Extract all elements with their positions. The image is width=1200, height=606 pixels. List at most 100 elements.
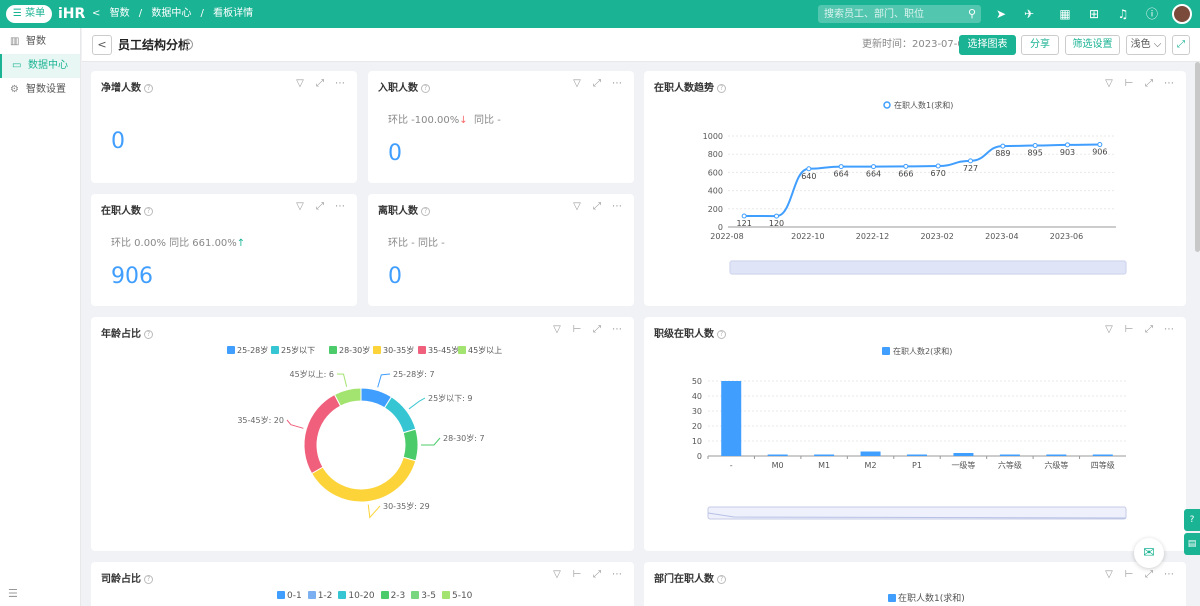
- breadcrumb-zhishu[interactable]: 智数: [109, 8, 130, 19]
- monitor-icon: ▭: [12, 60, 22, 71]
- filter-icon[interactable]: ▽: [296, 78, 304, 89]
- data-point: [1000, 143, 1006, 149]
- legend-swatch: [882, 347, 890, 355]
- help-icon[interactable]: ⓘ: [1145, 7, 1158, 21]
- help-icon[interactable]: ?: [421, 83, 430, 93]
- card-tools: ▽ ⤢ ⋯: [564, 78, 624, 89]
- help-icon[interactable]: ?: [717, 329, 726, 339]
- legend-label: 30-35岁: [383, 345, 414, 355]
- y-tick-label: 200: [708, 205, 723, 214]
- more-icon[interactable]: ⋯: [612, 201, 622, 212]
- expand-icon[interactable]: ⤢: [593, 324, 601, 335]
- help-icon[interactable]: ?: [717, 83, 726, 93]
- help-icon[interactable]: ?: [182, 39, 193, 50]
- help-side-button[interactable]: ?: [1184, 509, 1200, 531]
- expand-icon[interactable]: ⤢: [593, 201, 601, 212]
- cursor-icon[interactable]: ➤: [995, 7, 1007, 21]
- fit-width-icon[interactable]: ⊢: [1124, 324, 1134, 335]
- filter-settings-button[interactable]: 筛选设置: [1065, 35, 1120, 55]
- sidebar: ▥ 智数 ▭ 数据中心 ⚙ 智数设置 ☰: [0, 28, 81, 606]
- fit-width-icon[interactable]: ⊢: [572, 569, 582, 580]
- y-tick-label: 30: [692, 407, 702, 416]
- expand-icon[interactable]: ⤢: [1145, 324, 1153, 335]
- more-icon[interactable]: ⋯: [335, 201, 345, 212]
- zoom-slider-shadow: [707, 512, 1127, 519]
- more-icon[interactable]: ⋯: [1164, 78, 1174, 89]
- help-icon[interactable]: ?: [421, 206, 430, 216]
- card-title: 在职人数趋势?: [654, 79, 726, 94]
- filter-icon[interactable]: ▽: [553, 324, 561, 335]
- breadcrumb-separator: /: [138, 8, 143, 19]
- more-icon[interactable]: ⋯: [1164, 569, 1174, 580]
- legend-swatch: [380, 591, 389, 599]
- collapse-sidebar-icon[interactable]: ☰: [8, 587, 18, 600]
- help-icon[interactable]: ?: [144, 329, 153, 339]
- top-bar: ☰ 菜单 iHR < 智数 / 数据中心 / 看板详情 ⚲ ➤ ✈ ▦ ⊞ ♫ …: [0, 0, 1200, 28]
- doc-side-button[interactable]: ▤: [1184, 533, 1200, 555]
- data-point: [871, 164, 876, 170]
- card-title: 在职人数?: [101, 202, 153, 217]
- expand-icon[interactable]: ⤢: [1145, 569, 1153, 580]
- share-button[interactable]: 分享: [1021, 35, 1059, 55]
- filter-icon[interactable]: ▽: [1105, 569, 1113, 580]
- help-icon[interactable]: ?: [717, 574, 726, 584]
- more-icon[interactable]: ⋯: [612, 569, 622, 580]
- bar: [1092, 454, 1113, 456]
- sidebar-item-data-center[interactable]: ▭ 数据中心: [0, 54, 80, 78]
- back-button[interactable]: <: [92, 35, 112, 55]
- data-point: [838, 164, 844, 170]
- filter-icon[interactable]: ▽: [1105, 78, 1113, 89]
- expand-icon[interactable]: ⤢: [316, 78, 324, 89]
- filter-icon[interactable]: ▽: [1105, 324, 1113, 335]
- fit-width-icon[interactable]: ⊢: [572, 324, 582, 335]
- search-icon[interactable]: ⚲: [967, 7, 977, 20]
- data-label: 727: [963, 164, 978, 173]
- donut-slice: [333, 387, 362, 407]
- scrollbar[interactable]: [1195, 62, 1200, 252]
- help-icon[interactable]: ?: [144, 206, 153, 216]
- apps-icon[interactable]: ⊞: [1088, 7, 1100, 21]
- more-icon[interactable]: ⋯: [612, 78, 622, 89]
- more-icon[interactable]: ⋯: [612, 324, 622, 335]
- search-input[interactable]: [818, 5, 981, 23]
- menu-button[interactable]: ☰ 菜单: [6, 5, 52, 23]
- x-tick-label: M0: [772, 461, 784, 470]
- expand-icon[interactable]: ⤢: [316, 201, 324, 212]
- more-icon[interactable]: ⋯: [1164, 324, 1174, 335]
- y-tick-label: 20: [692, 422, 702, 431]
- chat-button[interactable]: ✉: [1134, 538, 1164, 568]
- legend-swatch: [441, 591, 450, 599]
- fit-width-icon[interactable]: ⊢: [1124, 78, 1134, 89]
- send-icon[interactable]: ✈: [1023, 7, 1035, 21]
- filter-icon[interactable]: ▽: [573, 78, 581, 89]
- sidebar-item-label: 智数: [26, 36, 46, 47]
- y-tick-label: 40: [692, 392, 702, 401]
- breadcrumb-data-center[interactable]: 数据中心: [151, 8, 192, 19]
- join-count-card: 入职人数? ▽ ⤢ ⋯ 环比 -100.00%↓ 同比 - 0: [368, 71, 634, 183]
- avatar[interactable]: [1172, 4, 1192, 24]
- data-point: [741, 213, 747, 219]
- card-tools: ▽ ⊢ ⤢ ⋯: [1096, 324, 1176, 335]
- filter-icon[interactable]: ▽: [553, 569, 561, 580]
- filter-icon[interactable]: ▽: [573, 201, 581, 212]
- theme-select[interactable]: 浅色 ⌵: [1126, 35, 1166, 55]
- sidebar-item-settings[interactable]: ⚙ 智数设置: [0, 78, 80, 102]
- bell-icon[interactable]: ♫: [1117, 7, 1129, 21]
- help-icon[interactable]: ?: [144, 574, 153, 584]
- fit-width-icon[interactable]: ⊢: [1124, 569, 1134, 580]
- x-tick-label: 2022-08: [710, 232, 743, 241]
- help-icon[interactable]: ?: [144, 83, 153, 93]
- card-tools: ▽ ⊢ ⤢ ⋯: [544, 569, 624, 580]
- expand-icon[interactable]: ⤢: [593, 569, 601, 580]
- qrcode-icon[interactable]: ▦: [1059, 7, 1071, 21]
- expand-icon[interactable]: ⤢: [593, 78, 601, 89]
- filter-icon[interactable]: ▽: [296, 201, 304, 212]
- expand-icon[interactable]: ⤢: [1145, 78, 1153, 89]
- breadcrumb-back[interactable]: <: [92, 8, 101, 19]
- bar: [814, 454, 835, 456]
- bar: [999, 454, 1020, 456]
- sidebar-item-zhishu[interactable]: ▥ 智数: [0, 30, 80, 54]
- more-icon[interactable]: ⋯: [335, 78, 345, 89]
- select-chart-button[interactable]: 选择图表: [959, 35, 1016, 55]
- fullscreen-button[interactable]: ⤢: [1172, 35, 1190, 55]
